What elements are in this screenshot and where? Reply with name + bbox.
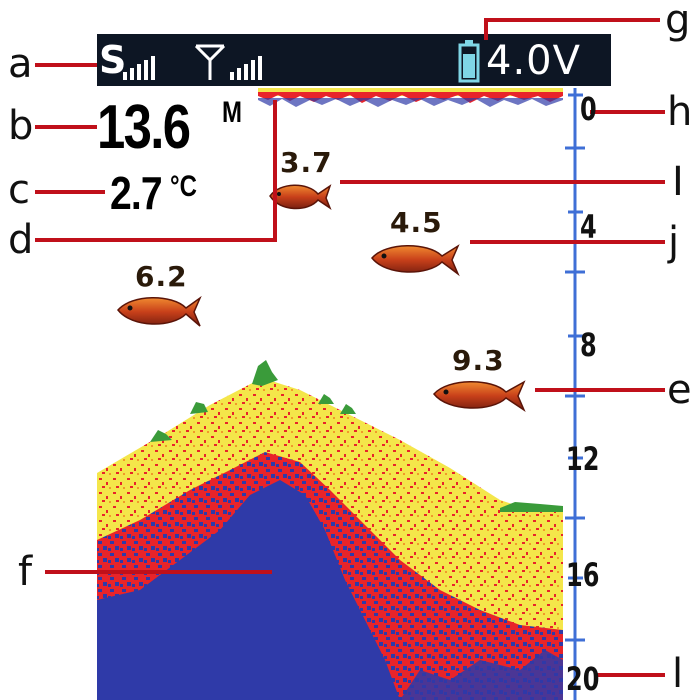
fish-depth-label: 6.2 (135, 260, 188, 293)
temperature-readout-value: 2.7 (110, 167, 163, 219)
callout-d: d (8, 217, 34, 263)
battery-icon (458, 40, 480, 83)
callout-g: g (665, 0, 691, 43)
callout-a: a (8, 41, 33, 87)
depth-scale-label: 20 (566, 660, 600, 698)
status-bar (97, 34, 611, 86)
depth-scale-label: 0 (580, 90, 597, 128)
fish-icon (433, 380, 526, 413)
depth-scale (565, 88, 585, 700)
fish-depth-label: 4.5 (390, 206, 443, 239)
depth-scale-label: 4 (580, 208, 597, 246)
battery-voltage: 4.0V (486, 38, 581, 84)
bottom-strong-return (97, 480, 400, 700)
callout-l: l (672, 651, 684, 697)
surface-clutter (258, 88, 563, 107)
depth-readout-unit: M (222, 96, 242, 129)
depth-scale-label: 8 (580, 326, 597, 364)
callout-j: j (668, 219, 680, 265)
sonar-signal-icon (123, 56, 155, 80)
depth-readout-value: 13.6 (97, 93, 191, 162)
wireless-antenna-icon (194, 44, 226, 80)
callout-i: I (672, 159, 684, 205)
callout-e: e (667, 367, 692, 413)
depth-scale-label: 16 (566, 556, 600, 594)
callout-c: c (8, 167, 30, 213)
fish-icon (117, 295, 202, 327)
sonar-symbol: S (99, 38, 127, 82)
depth-scale-label: 12 (566, 440, 600, 478)
fish-icon (371, 244, 460, 277)
fish-depth-label: 9.3 (452, 344, 505, 377)
temperature-readout-unit: °C (170, 170, 197, 203)
callout-b: b (8, 103, 34, 149)
fish-icon (269, 184, 332, 210)
callout-lines (35, 18, 665, 677)
callout-h: h (667, 89, 693, 135)
fish-depth-label: 3.7 (280, 146, 333, 179)
vegetation-returns (150, 360, 563, 512)
callout-f: f (18, 549, 33, 595)
wireless-signal-bars-icon (230, 56, 262, 80)
